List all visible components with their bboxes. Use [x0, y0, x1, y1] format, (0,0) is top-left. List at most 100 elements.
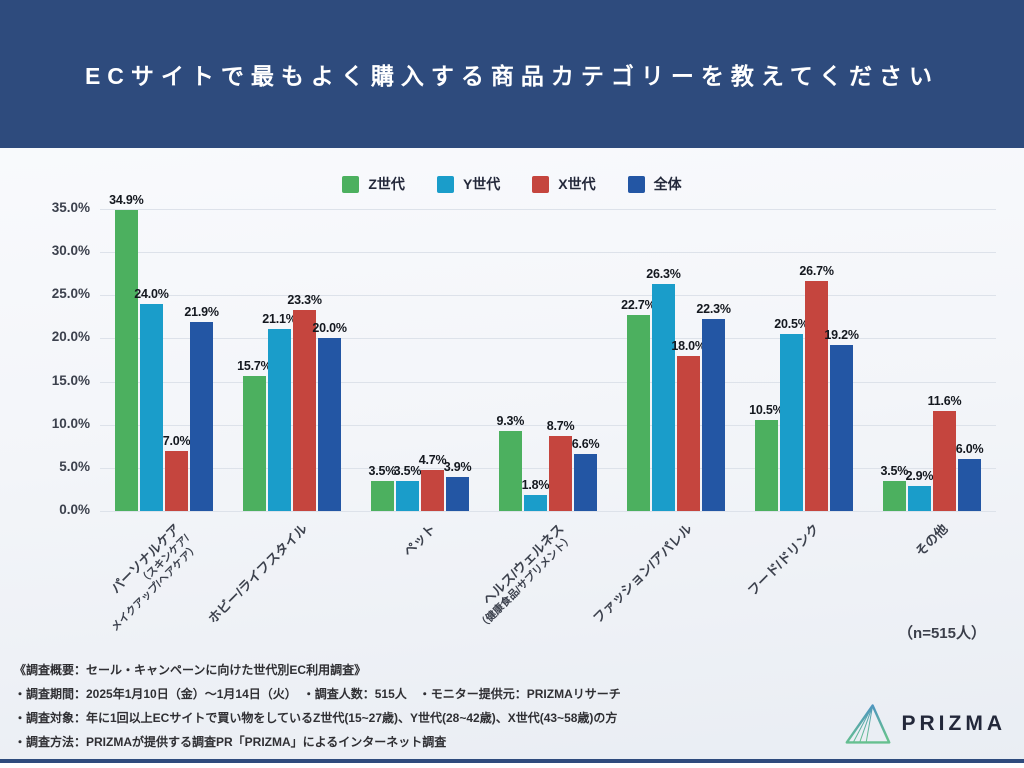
bar-Y世代 — [523, 495, 548, 511]
category-label: ヘルス/ウェルネス （健康食品/サプリメント） — [465, 521, 577, 633]
category-label: ファッション/アパレル — [590, 521, 696, 627]
y-tick-label: 30.0% — [51, 243, 90, 259]
bar-value-label: 20.5% — [774, 317, 809, 332]
bar-X世代 — [164, 450, 189, 511]
bar-value-label: 3.9% — [443, 460, 472, 475]
y-axis: 0.0% 5.0% 10.0% 15.0% 20.0% 25.0% 30.0% 35.0% — [0, 200, 94, 517]
gridline — [100, 209, 996, 210]
category-label-main: ヘルス/ウェルネス — [479, 521, 567, 608]
y-tick-label: 10.0% — [51, 415, 90, 431]
bar-全体 — [829, 345, 854, 511]
bar-value-label: 7.0% — [162, 433, 191, 448]
bar-value-label: 26.3% — [646, 267, 681, 282]
legend-swatch — [342, 175, 360, 193]
category-label: その他 — [912, 521, 951, 560]
bar-Z世代 — [114, 209, 139, 511]
bar-Y世代 — [267, 328, 292, 511]
bar-value-label: 3.5% — [368, 463, 397, 478]
y-tick-label: 5.0% — [59, 458, 90, 474]
category-label-sub: （健康食品/サプリメント） — [476, 532, 576, 632]
bar-X世代 — [292, 309, 317, 511]
bar-全体 — [957, 459, 982, 511]
bar-value-label: 6.0% — [955, 442, 984, 457]
legend-label: Z世代 — [368, 176, 405, 192]
gridline — [100, 381, 996, 383]
bar-value-label: 22.3% — [696, 301, 731, 316]
bar-value-label: 2.9% — [905, 468, 934, 483]
prizma-logo-text: PRIZMA — [901, 712, 1006, 735]
bar-value-label: 10.5% — [749, 403, 784, 418]
bar-value-label: 9.3% — [496, 413, 525, 428]
y-tick-label: 0.0% — [59, 502, 90, 517]
category-label: ホビー/ライフスタイル — [206, 521, 312, 627]
prizma-triangle-icon — [844, 702, 892, 746]
bar-value-label: 21.1% — [262, 311, 297, 326]
bar-Y世代 — [779, 334, 804, 511]
bar-value-label: 22.7% — [621, 298, 656, 313]
bar-value-label: 3.5% — [880, 463, 909, 478]
legend-label: 全体 — [653, 176, 682, 192]
bar-Z世代 — [242, 375, 267, 511]
bar-X世代 — [804, 280, 829, 511]
bar-全体 — [701, 318, 726, 511]
bar-value-label: 1.8% — [521, 478, 550, 493]
category-label-main: ファッション/アパレル — [589, 521, 695, 626]
category-label-main: その他 — [912, 521, 951, 560]
bar-value-label: 21.9% — [184, 305, 219, 320]
bar-Y世代 — [651, 284, 676, 511]
gridline — [100, 252, 996, 254]
legend-swatch — [436, 175, 454, 193]
category-label: フード/ドリンク — [745, 521, 823, 599]
bar-value-label: 19.2% — [824, 328, 859, 343]
bar-Y世代 — [395, 480, 420, 511]
bar-Z世代 — [626, 315, 651, 511]
bar-value-label: 6.6% — [571, 437, 600, 452]
bottom-accent-bar — [0, 759, 1024, 763]
bar-value-label: 4.7% — [418, 453, 447, 468]
bar-X世代 — [548, 435, 573, 511]
page-title: ECサイトで最もよく購入する商品カテゴリーを教えてください — [84, 63, 940, 89]
gridline — [100, 338, 996, 340]
prizma-logo: PRIZMA — [844, 702, 1007, 746]
bar-Z世代 — [498, 430, 523, 511]
legend-item-Y世代: Y世代 — [436, 174, 501, 194]
bar-Y世代 — [139, 303, 164, 511]
y-tick-label: 35.0% — [51, 200, 90, 215]
gridline — [100, 424, 996, 426]
survey-period-line: ・調査期間：2025年1月10日（金）〜1月14日（火） ・調査人数：515人 … — [14, 687, 621, 701]
bar-Z世代 — [754, 420, 779, 511]
bar-value-label: 26.7% — [799, 263, 834, 278]
bar-value-label: 11.6% — [927, 393, 962, 408]
category-label-main: ペット — [400, 521, 439, 560]
sample-size-label: （n=515人） — [898, 625, 986, 642]
bar-X世代 — [420, 470, 445, 511]
y-tick-label: 25.0% — [51, 286, 90, 302]
bar-value-label: 3.5% — [393, 463, 422, 478]
bar-Z世代 — [882, 480, 907, 511]
bar-全体 — [317, 338, 342, 511]
bar-X世代 — [676, 355, 701, 511]
bar-value-label: 8.7% — [546, 418, 575, 433]
gridline — [100, 467, 996, 469]
bar-全体 — [445, 477, 470, 511]
bar-全体 — [573, 454, 598, 511]
header-banner: ECサイトで最もよく購入する商品カテゴリーを教えてください — [0, 0, 1024, 148]
legend-swatch — [532, 175, 550, 193]
bar-value-label: 20.0% — [312, 321, 347, 336]
category-label: パーソナルケア （スキンケア/メイクアップ/ヘアケア） — [88, 521, 201, 634]
bar-chart-plot: 34.9% 24.0% 7.0% 21.9% パーソナルケア （スキンケア/メイクアップ/… — [100, 193, 996, 634]
survey-overview-line: 《調査概要：セール・キャンペーンに向けた世代別EC利用調査》 — [14, 663, 367, 677]
category-label-main: ホビー/ライフスタイル — [205, 521, 311, 627]
bar-value-label: 23.3% — [287, 292, 322, 307]
y-tick-label: 15.0% — [51, 372, 90, 388]
legend-item-Z世代: Z世代 — [342, 174, 405, 194]
survey-method-line: ・調査方法：PRIZMAが提供する調査PR「PRIZMA」によるインターネット調… — [14, 735, 447, 749]
bottom-margin — [0, 763, 1024, 768]
gridline — [100, 511, 996, 512]
chart-legend: Z世代 Y世代 X世代 全体 — [0, 173, 1024, 195]
category-label-main: フード/ドリンク — [745, 521, 823, 599]
legend-item-X世代: X世代 — [532, 174, 596, 194]
legend-label: Y世代 — [462, 176, 501, 192]
y-tick-label: 20.0% — [51, 329, 90, 345]
